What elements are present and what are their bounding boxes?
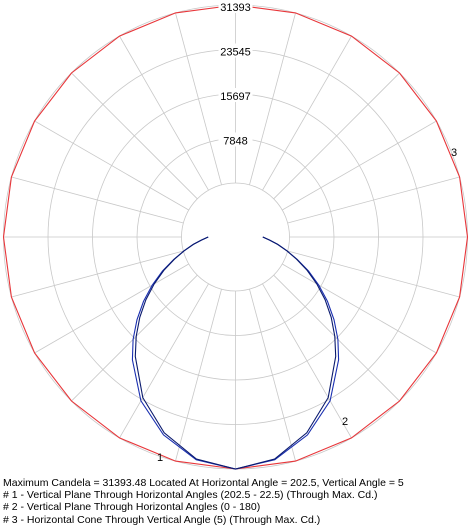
- legend-entry-1: # 1 - Vertical Plane Through Horizontal …: [3, 489, 378, 502]
- max-candela-line: Maximum Candela = 31393.48 Located At Ho…: [3, 477, 404, 489]
- radial-tick-label-bg: [218, 132, 253, 147]
- radial-tick-label-bg: [218, 87, 253, 102]
- polar-candela-plot: 7848 15697 23545 31393 1 2 3: [2, 0, 469, 470]
- polar-grid: [3, 4, 468, 470]
- grid-ring-inner: [181, 182, 290, 292]
- legend-entry-2: # 2 - Vertical Plane Through Horizontal …: [3, 501, 261, 514]
- series-2-line: [134, 236, 337, 470]
- radial-tick-label: 31393: [220, 2, 251, 14]
- radial-tick-label: 15697: [220, 91, 251, 103]
- series-1-label: 1: [157, 452, 163, 464]
- chart-caption: Maximum Candela = 31393.48 Located At Ho…: [3, 477, 469, 526]
- radial-tick-label: 7848: [223, 136, 247, 148]
- polar-series: [2, 4, 469, 470]
- polar-labels: 7848 15697 23545 31393 1 2 3: [157, 0, 457, 464]
- series-3-label: 3: [451, 147, 457, 159]
- radial-tick-label-bg: [218, 43, 253, 58]
- radial-tick-label: 23545: [220, 46, 251, 58]
- radial-tick-label-bg: [218, 0, 253, 13]
- legend-entry-3: # 3 - Horizontal Cone Through Vertical A…: [3, 513, 321, 526]
- series-2-label: 2: [342, 416, 348, 428]
